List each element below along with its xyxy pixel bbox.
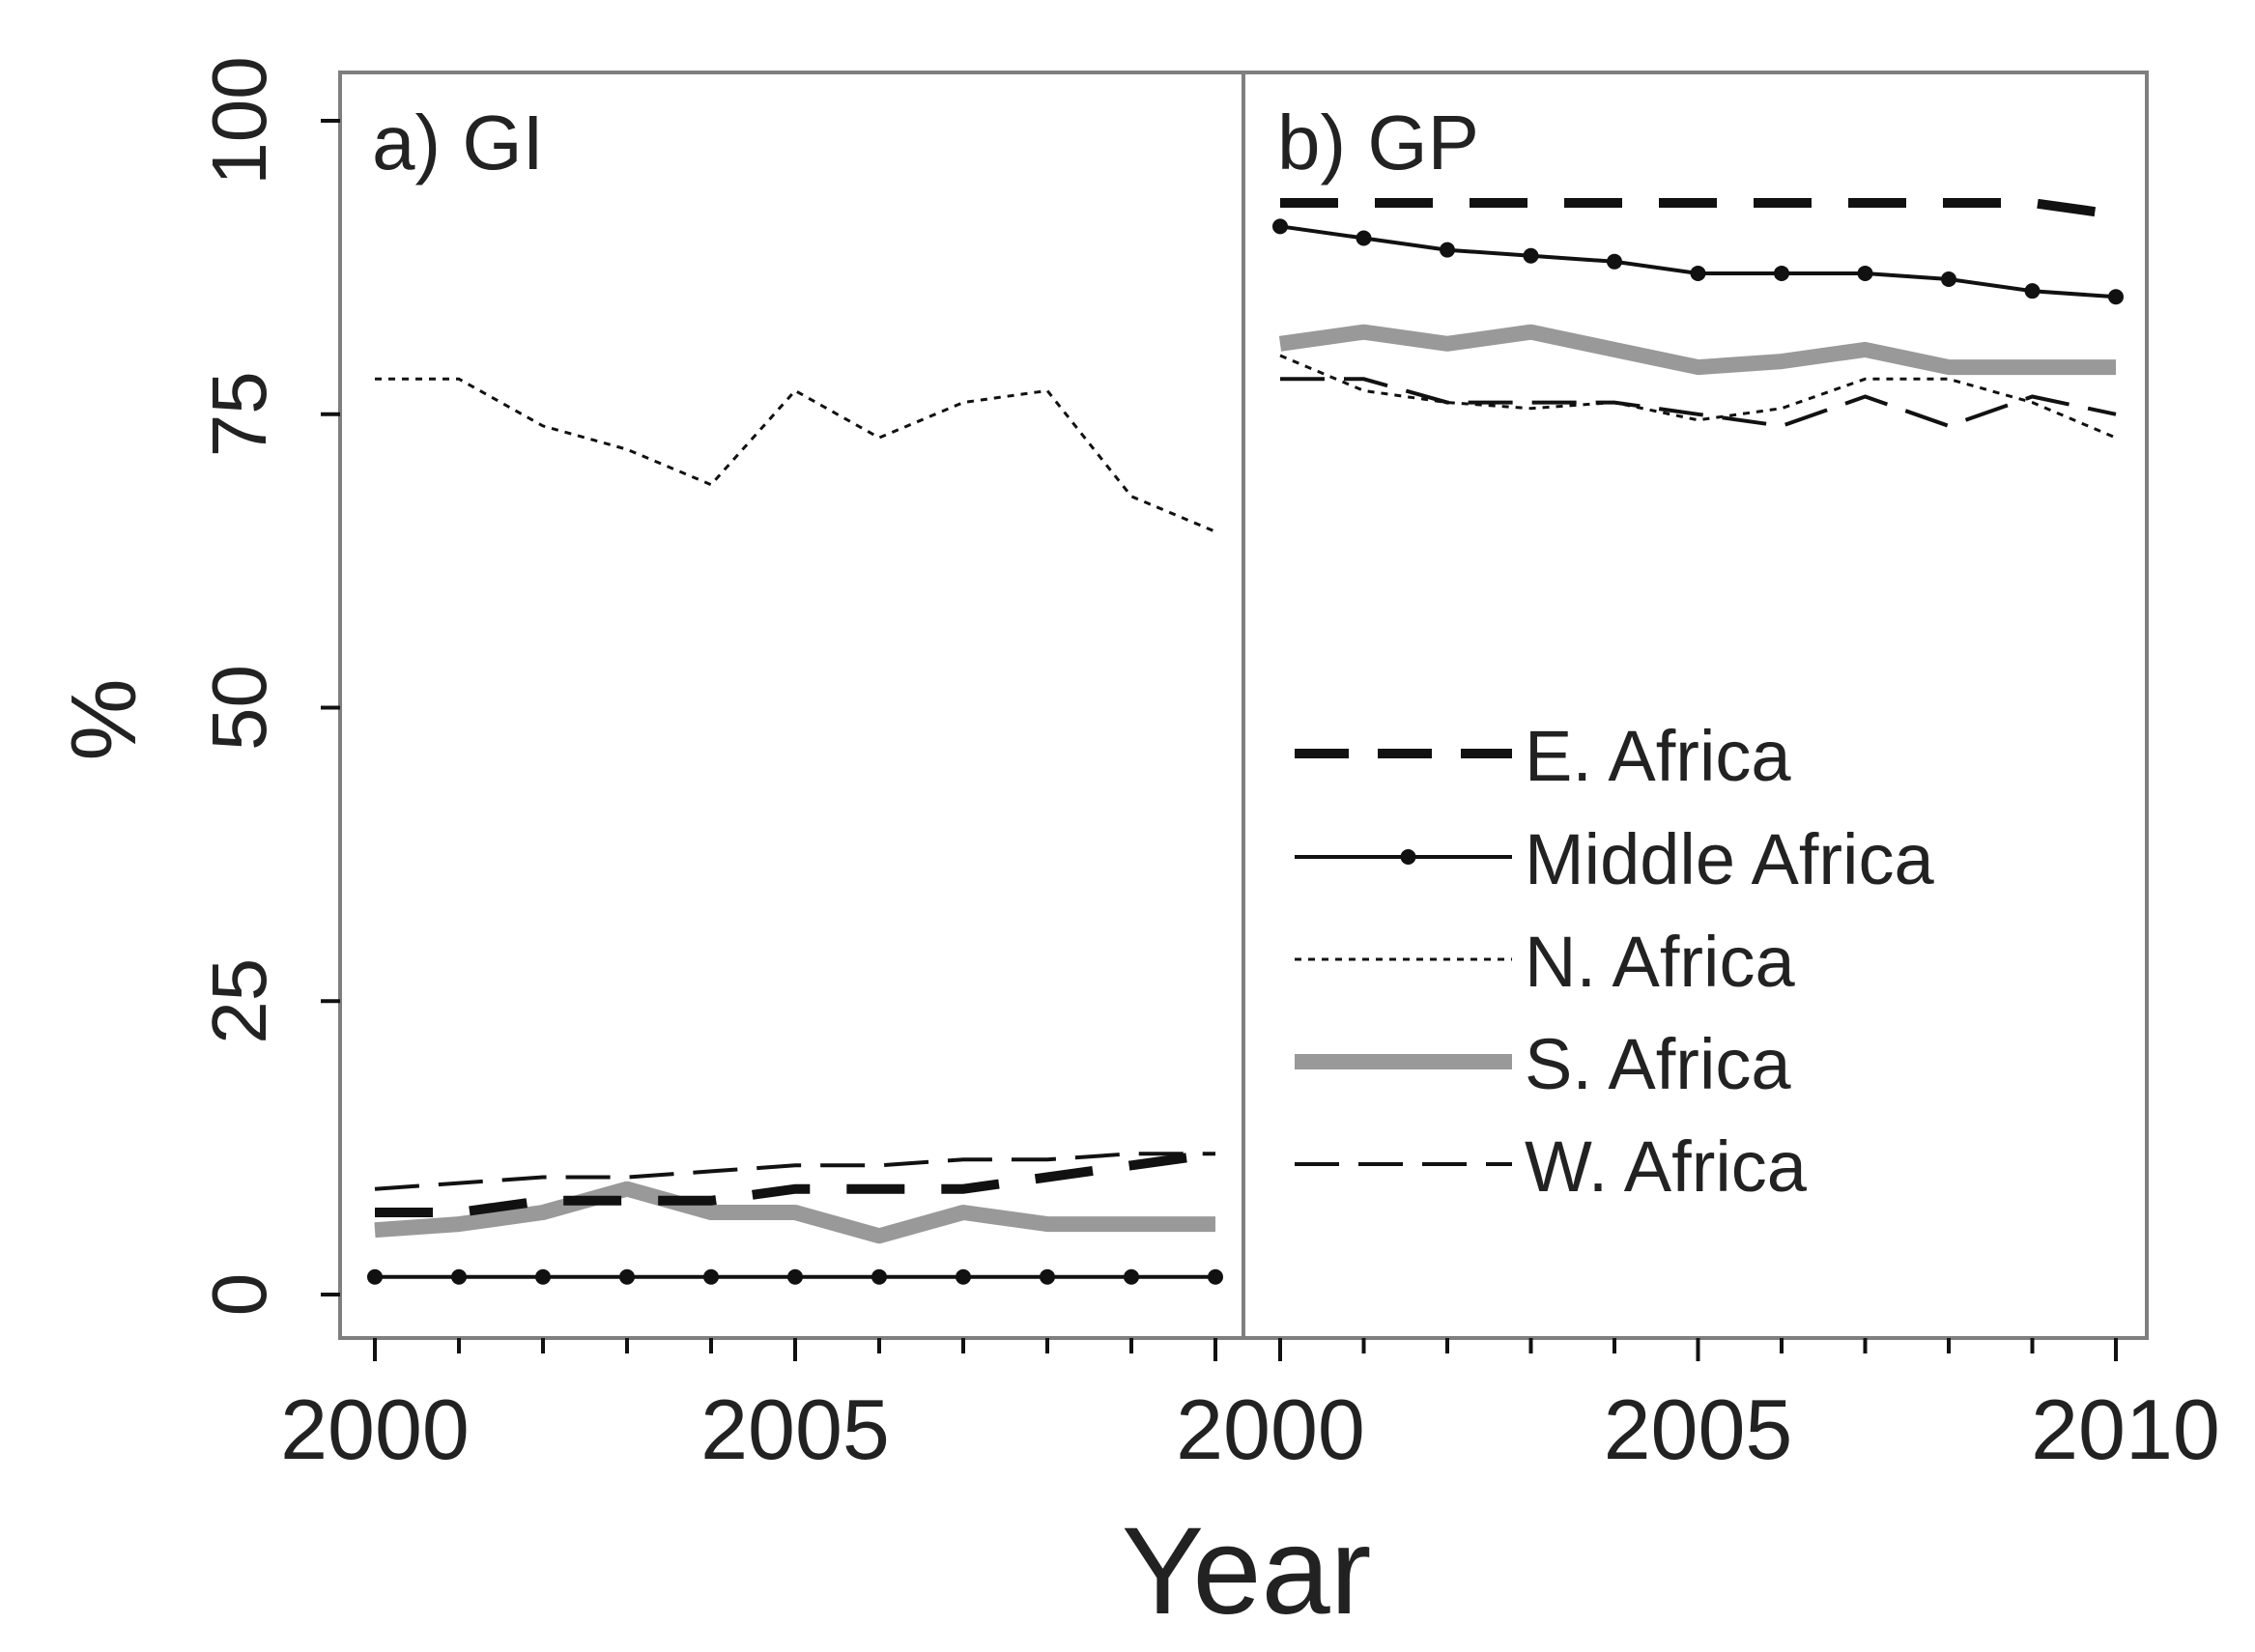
data-point-middle-africa-panel-a	[535, 1268, 551, 1285]
data-point-middle-africa-panel-a	[1208, 1268, 1223, 1285]
legend-label-w-africa: W. Africa	[1525, 1126, 1808, 1207]
data-point-middle-africa-panel-a	[956, 1268, 971, 1285]
data-point-middle-africa-panel-b	[1690, 265, 1706, 281]
x-tick-label: 2000	[1176, 1381, 1365, 1477]
x-tick-label: 2005	[1604, 1381, 1793, 1477]
data-point-middle-africa-panel-a	[619, 1268, 635, 1285]
data-point-middle-africa-panel-b	[1440, 242, 1455, 258]
x-axis-label: Year	[1122, 1502, 1372, 1640]
series-line-w-africa-panel-b	[1280, 377, 2117, 429]
legend-swatch-marker	[1400, 849, 1416, 865]
series-line-middle-africa-panel-b	[1279, 224, 2117, 299]
legend-label-s-africa: S. Africa	[1525, 1024, 1791, 1104]
data-point-middle-africa-panel-b	[1941, 271, 1956, 288]
x-tick-label: 2010	[2031, 1381, 2220, 1477]
y-tick-label: 100	[196, 56, 282, 185]
data-point-middle-africa-panel-b	[1356, 230, 1372, 246]
panel-a-title: a) GI	[372, 100, 544, 185]
y-tick-label: 75	[196, 371, 282, 457]
data-point-middle-africa-panel-b	[1774, 265, 1789, 281]
data-point-middle-africa-panel-a	[451, 1268, 467, 1285]
series-line-e-africa-panel-a	[375, 1149, 1216, 1217]
data-point-middle-africa-panel-b	[1523, 247, 1539, 264]
x-tick-label: 2000	[280, 1381, 470, 1477]
data-point-middle-africa-panel-b	[1857, 265, 1873, 281]
x-tick-label: 2005	[700, 1381, 890, 1477]
series-line-s-africa-panel-b	[1278, 324, 2116, 376]
series-line-n-africa-panel-a	[375, 377, 1216, 533]
y-axis-label: %	[52, 678, 156, 760]
legend-label-middle-africa: Middle Africa	[1525, 819, 1934, 899]
data-point-middle-africa-panel-a	[871, 1268, 887, 1285]
series-line-s-africa-panel-a	[374, 1181, 1215, 1244]
data-point-middle-africa-panel-a	[1040, 1268, 1055, 1285]
y-tick-label: 0	[196, 1273, 282, 1317]
data-point-middle-africa-panel-a	[367, 1268, 383, 1285]
series-line-w-africa-panel-a	[374, 1152, 1215, 1191]
series-line-e-africa-panel-b	[1280, 198, 2117, 220]
y-tick-label: 50	[196, 665, 282, 751]
data-point-middle-africa-panel-b	[1607, 253, 1622, 270]
data-point-middle-africa-panel-b	[2024, 283, 2041, 299]
chart-marks: 0 25 50 75 100 2000 2005 2000 2005 2010	[196, 56, 2220, 1477]
legend-label-e-africa: E. Africa	[1525, 716, 1791, 796]
panel-b-title: b) GP	[1277, 100, 1479, 185]
data-point-middle-africa-panel-b	[2108, 289, 2124, 305]
data-point-middle-africa-panel-b	[1272, 218, 1288, 235]
data-point-middle-africa-panel-a	[1124, 1268, 1139, 1285]
data-point-middle-africa-panel-a	[787, 1268, 803, 1285]
y-tick-label: 25	[196, 958, 282, 1044]
legend-label-n-africa: N. Africa	[1525, 922, 1795, 1002]
data-point-middle-africa-panel-a	[703, 1268, 719, 1285]
